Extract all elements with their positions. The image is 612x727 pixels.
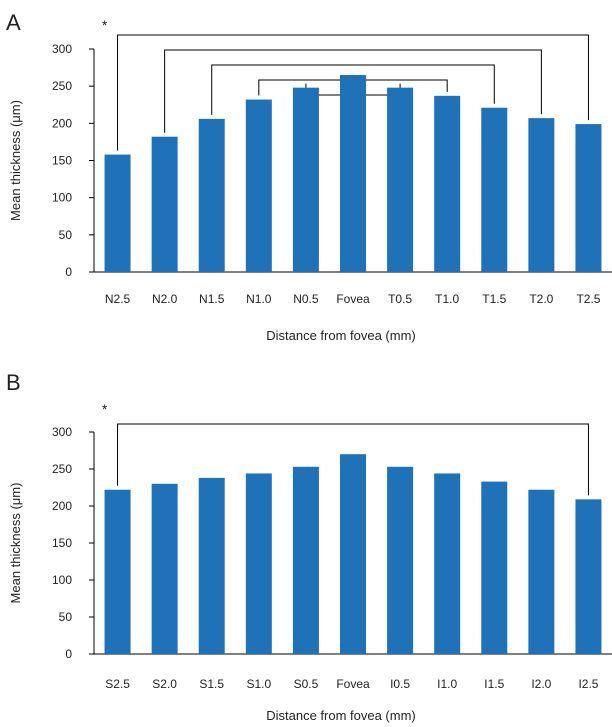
x-tick-label: T2.0 [529, 292, 553, 306]
x-tick-label: N1.0 [246, 292, 272, 306]
significance-bracket [164, 49, 542, 133]
significance-bracket [117, 34, 589, 151]
y-tick-label: 150 [52, 154, 72, 168]
x-tick-label: T1.5 [482, 292, 506, 306]
y-tick-label: 0 [65, 265, 72, 279]
x-tick-label: I1.0 [437, 677, 457, 691]
y-tick-label: 300 [52, 425, 72, 439]
x-tick-label: Fovea [336, 677, 370, 691]
bar-n1-5 [198, 118, 225, 272]
bar-t2-0 [528, 118, 555, 272]
x-tick-label: N2.5 [105, 292, 131, 306]
panel-b: B 0 50 100 150 200 250 300 S2.5 S2.0 S1.5 S1.0 S0.5… [6, 370, 612, 723]
bar-n2-5 [104, 154, 131, 272]
x-tick-label: S2.5 [105, 677, 130, 691]
panel-b-letter: B [6, 370, 21, 395]
x-tick-label: Fovea [336, 292, 370, 306]
bar-s1-0 [245, 473, 272, 654]
y-tick-label: 200 [52, 499, 72, 513]
x-tick-label: S1.0 [246, 677, 271, 691]
bar-s2-5 [104, 489, 131, 654]
panel-a-letter: A [6, 10, 21, 35]
y-tick-label: 300 [52, 42, 72, 56]
bar-i2-5 [575, 499, 602, 654]
x-tick-label: I2.0 [531, 677, 551, 691]
x-tick-label: I2.5 [578, 677, 598, 691]
y-tick-label: 250 [52, 462, 72, 476]
x-tick-label: T1.0 [435, 292, 459, 306]
significance-marker: * [102, 17, 108, 33]
bar-t1-0 [434, 95, 461, 272]
x-tick-label: I0.5 [390, 677, 410, 691]
y-tick-label: 250 [52, 79, 72, 93]
x-tick-label: T2.5 [576, 292, 600, 306]
bar-n1-0 [245, 99, 272, 273]
bar-i0-5 [387, 466, 414, 654]
y-tick-label: 150 [52, 536, 72, 550]
bar-s1-5 [198, 477, 225, 654]
y-tick-label: 0 [65, 647, 72, 661]
x-tick-label: N0.5 [293, 292, 319, 306]
x-tick-label: T0.5 [388, 292, 412, 306]
y-tick-label: 50 [59, 610, 73, 624]
panel-a: A 0 50 100 150 200 250 300 N2.5 N2.0 N1.5 N1.0 N0.5… [6, 10, 612, 343]
bar-n0-5 [292, 87, 319, 272]
y-tick-label: 50 [59, 228, 73, 242]
y-tick-label: 100 [52, 573, 72, 587]
bar-s2-0 [151, 483, 178, 654]
bar-i2-0 [528, 489, 555, 654]
bar-fovea [340, 75, 366, 273]
bar-i1-0 [434, 473, 461, 654]
x-tick-label: S0.5 [294, 677, 319, 691]
y-tick-label: 200 [52, 116, 72, 130]
bar-t2-5 [575, 124, 602, 273]
x-axis-title: Distance from fovea (mm) [266, 328, 416, 343]
significance-bracket [117, 423, 589, 496]
x-tick-label: N1.5 [199, 292, 225, 306]
y-tick-label: 100 [52, 191, 72, 205]
bar-t0-5 [387, 87, 414, 272]
y-axis-title: Mean thickness (μm) [8, 483, 23, 604]
bar-n2-0 [151, 136, 178, 272]
x-axis-title: Distance from fovea (mm) [266, 708, 416, 723]
bar-i1-5 [481, 481, 508, 654]
significance-marker: * [102, 401, 108, 417]
y-axis-title: Mean thickness (μm) [8, 100, 23, 221]
x-tick-label: S2.0 [152, 677, 177, 691]
bar-s0-5 [292, 466, 319, 654]
x-tick-label: N2.0 [152, 292, 178, 306]
x-tick-label: I1.5 [484, 677, 504, 691]
x-tick-label: S1.5 [199, 677, 224, 691]
bar-fovea [340, 454, 366, 654]
bar-t1-5 [481, 107, 508, 273]
significance-bracket [211, 64, 495, 115]
